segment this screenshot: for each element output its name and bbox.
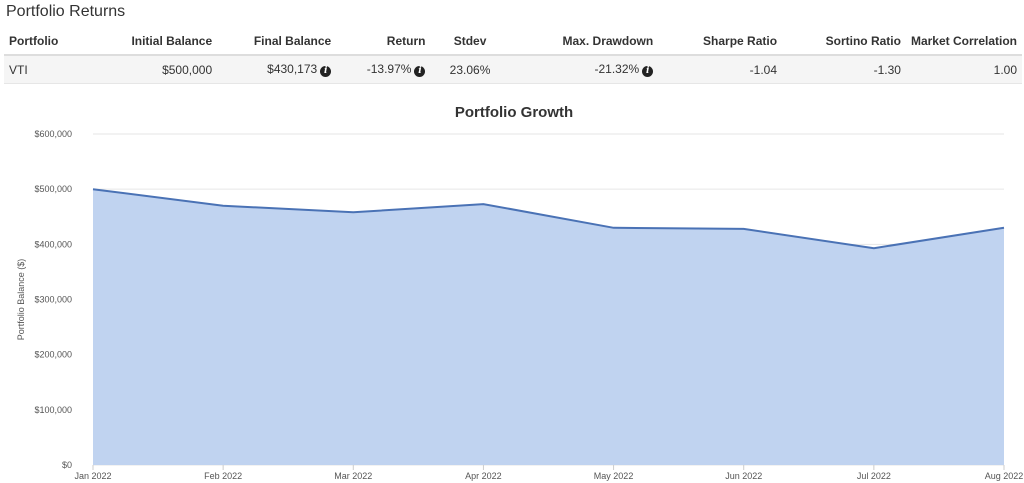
x-tick-label: Jan 2022 <box>74 471 111 481</box>
x-tick-label: Jul 2022 <box>857 471 891 481</box>
header-final-balance: Final Balance <box>217 30 337 56</box>
info-icon[interactable]: i <box>642 66 654 77</box>
header-stdev: Stdev <box>430 30 510 56</box>
cell-market-correlation: 1.00 <box>905 55 1022 84</box>
y-tick-label: $500,000 <box>34 184 72 194</box>
cell-portfolio: VTI <box>4 55 103 84</box>
series-line[interactable] <box>92 188 1005 250</box>
max-drawdown-value: -21.32% <box>594 62 640 76</box>
x-tick-label: Jun 2022 <box>725 471 762 481</box>
chart-title: Portfolio Growth <box>455 104 573 121</box>
table-row: VTI $500,000 $430,173 i -13.97% i 23.06% -… <box>4 55 1022 84</box>
x-tick-label: Apr 2022 <box>465 471 502 481</box>
y-tick-label: $100,000 <box>34 405 72 415</box>
x-tick-label: Aug 2022 <box>985 471 1024 481</box>
x-tick-label: May 2022 <box>594 471 634 481</box>
header-sortino-ratio: Sortino Ratio <box>782 30 906 56</box>
returns-table: Portfolio Initial Balance Final Balance … <box>4 30 1022 84</box>
table-header-row: Portfolio Initial Balance Final Balance … <box>4 30 1022 56</box>
y-tick-label: $0 <box>62 460 72 470</box>
header-max-drawdown: Max. Drawdown <box>509 30 659 56</box>
cell-final-balance: $430,173 i <box>217 55 337 84</box>
x-tick-label: Feb 2022 <box>204 471 242 481</box>
cell-sharpe-ratio: -1.04 <box>658 55 783 84</box>
x-axis: Jan 2022 Feb 2022 Mar 2022 Apr 2022 May 2022… <box>74 465 1023 481</box>
section-title: Portfolio Returns <box>6 3 126 20</box>
header-sharpe-ratio: Sharpe Ratio <box>658 30 783 56</box>
header-market-correlation: Market Correlation <box>905 30 1022 56</box>
cell-max-drawdown: -21.32% i <box>509 55 659 84</box>
y-tick-label: $300,000 <box>34 295 72 305</box>
y-tick-label: $600,000 <box>34 129 72 139</box>
cell-return: -13.97% i <box>336 55 431 84</box>
final-balance-value: $430,173 <box>267 62 318 76</box>
header-return: Return <box>336 30 431 56</box>
cell-stdev: 23.06% <box>430 55 510 84</box>
x-tick-label: Mar 2022 <box>334 471 372 481</box>
info-icon[interactable]: i <box>320 66 332 77</box>
cell-sortino-ratio: -1.30 <box>782 55 906 84</box>
header-portfolio: Portfolio <box>4 30 103 56</box>
y-tick-label: $400,000 <box>34 239 72 249</box>
y-axis-label: Portfolio Balance ($) <box>16 259 26 341</box>
info-icon[interactable]: i <box>414 66 426 77</box>
y-axis: $0 $100,000 $200,000 $300,000 $400,000 $500,0… <box>34 129 72 470</box>
header-initial-balance: Initial Balance <box>102 30 218 56</box>
portfolio-growth-chart: Portfolio Growth $0 $100,000 $200,000 $300,… <box>16 104 1023 481</box>
area-fill <box>93 189 1004 465</box>
return-value: -13.97% <box>366 62 412 76</box>
cell-initial-balance: $500,000 <box>102 55 218 84</box>
y-tick-label: $200,000 <box>34 350 72 360</box>
